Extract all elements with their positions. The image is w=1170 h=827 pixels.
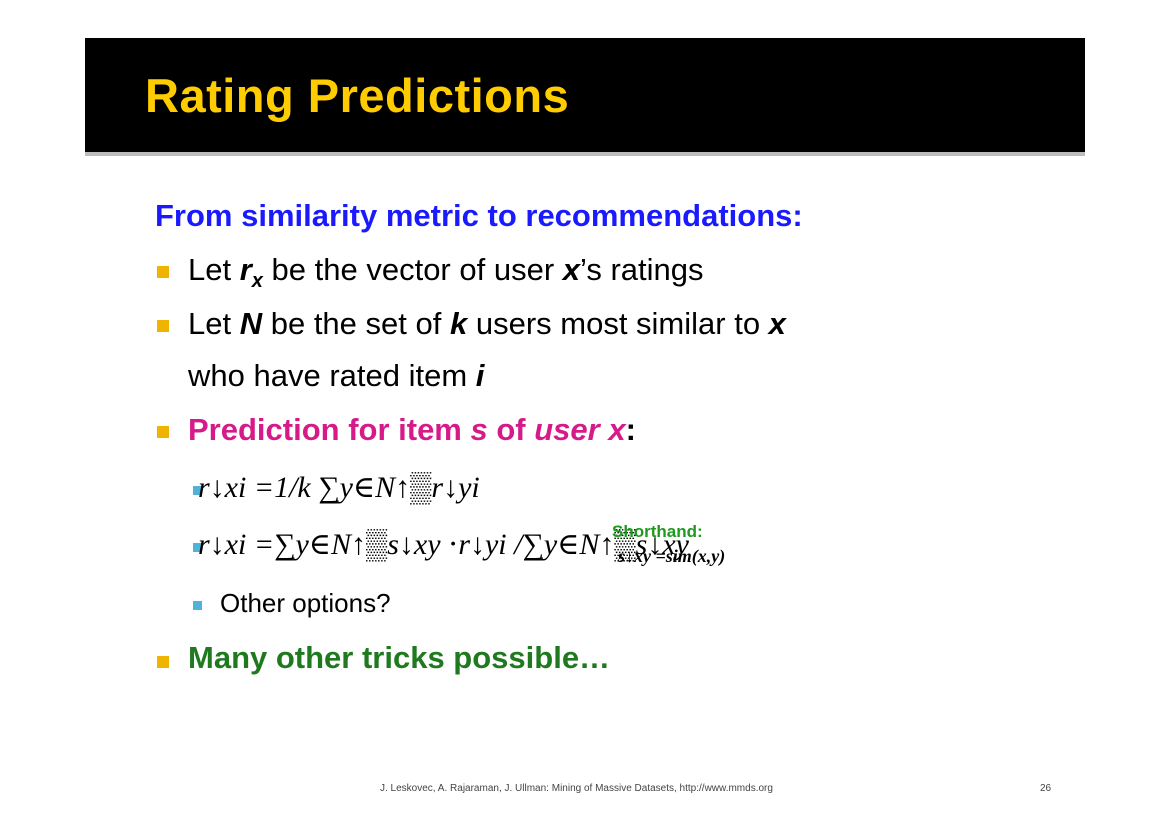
variable-s: s bbox=[470, 412, 488, 447]
text-span: Let bbox=[188, 252, 240, 287]
bullet-marker bbox=[157, 426, 169, 438]
shorthand-label: Shorthand: bbox=[612, 522, 703, 541]
bullet-neighbor-set: Let N be the set of k users most similar… bbox=[188, 306, 786, 342]
bullet-marker bbox=[157, 320, 169, 332]
bullet-prediction: Prediction for item s of user x: bbox=[188, 412, 636, 448]
text-span: be the vector of user bbox=[262, 252, 563, 287]
section-heading: From similarity metric to recommendation… bbox=[155, 198, 803, 233]
formula-weighted: r↓xi =∑y∈N↑▒s↓xy ⋅r↓yi /∑y∈N↑▒s↓xy bbox=[198, 528, 689, 561]
text-span: be the set of bbox=[262, 306, 450, 341]
page-number: 26 bbox=[1040, 783, 1052, 794]
shorthand-formula: s↓xy =sim(x,y) bbox=[618, 546, 726, 566]
variable-N: N bbox=[239, 306, 263, 341]
bullet-neighbor-set-cont: who have rated item i bbox=[188, 358, 484, 394]
title-bar bbox=[85, 38, 1085, 152]
title-divider bbox=[85, 152, 1085, 156]
sub-bullet-marker bbox=[193, 543, 202, 552]
text-span: users most similar to bbox=[467, 306, 769, 341]
text-span: Let bbox=[188, 306, 240, 341]
variable-r: r bbox=[239, 252, 252, 287]
text-span: Prediction for item bbox=[188, 412, 471, 447]
bullet-other-tricks: Many other tricks possible… bbox=[188, 640, 611, 675]
footer-citation: J. Leskovec, A. Rajaraman, J. Ullman: Mi… bbox=[380, 783, 773, 794]
variable-user-x: user x bbox=[534, 412, 626, 447]
bullet-marker bbox=[157, 266, 169, 278]
sub-bullet-other-options: Other options? bbox=[220, 588, 391, 618]
sub-bullet-marker bbox=[193, 601, 202, 610]
formula-average: r↓xi =1/k ∑y∈N↑▒r↓yi bbox=[198, 471, 480, 504]
variable-x: x bbox=[562, 252, 580, 287]
text-span: : bbox=[625, 412, 636, 447]
bullet-marker bbox=[157, 656, 169, 668]
sub-bullet-marker bbox=[193, 486, 202, 495]
text-span: of bbox=[487, 412, 535, 447]
subscript-x: x bbox=[251, 270, 263, 293]
bullet-rating-vector: Let rx be the vector of user x’s ratings bbox=[188, 252, 704, 293]
text-span: who have rated item bbox=[188, 358, 476, 393]
variable-k: k bbox=[449, 306, 468, 341]
text-span: ’s ratings bbox=[580, 252, 704, 287]
variable-x: x bbox=[768, 306, 786, 341]
variable-i: i bbox=[475, 358, 485, 393]
slide-title: Rating Predictions bbox=[145, 69, 570, 122]
